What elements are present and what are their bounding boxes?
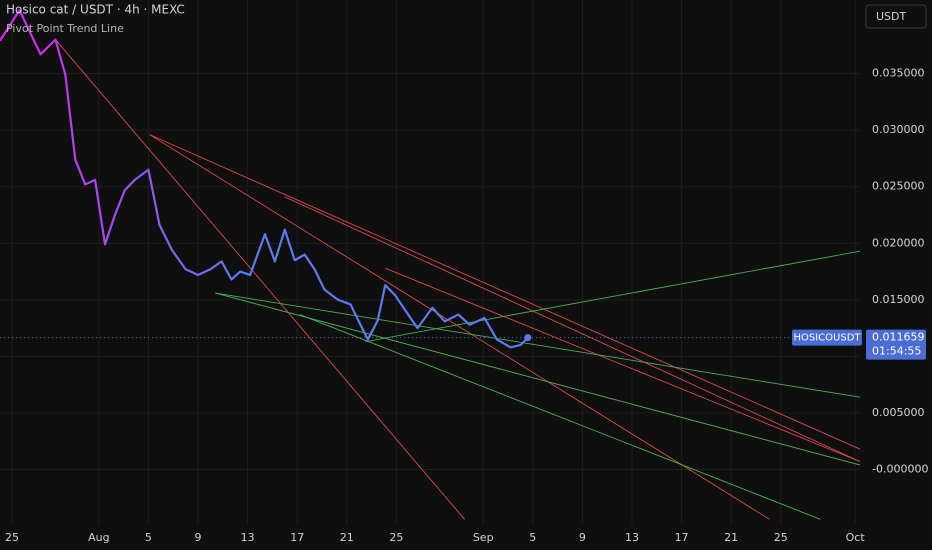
x-tick-label: 5 — [529, 531, 536, 544]
trend-line — [55, 39, 465, 520]
trend-line — [149, 134, 770, 520]
x-tick-label: 17 — [675, 531, 689, 544]
x-tick-label: 25 — [389, 531, 403, 544]
x-tick-label: 9 — [195, 531, 202, 544]
y-tick-label: 0.020000 — [872, 236, 925, 249]
x-tick-label: 21 — [340, 531, 354, 544]
x-tick-label: 17 — [290, 531, 304, 544]
x-tick-label: 13 — [625, 531, 639, 544]
trend-line — [299, 314, 821, 520]
x-tick-label: 9 — [579, 531, 586, 544]
chart-subtitle: Pivot Point Trend Line — [6, 22, 124, 35]
x-tick-label: 25 — [774, 531, 788, 544]
trend-line — [385, 267, 861, 463]
x-tick-label: Aug — [88, 531, 109, 544]
x-tick-label: Sep — [473, 531, 494, 544]
price-line-series — [0, 9, 529, 349]
x-tick-label: 5 — [145, 531, 152, 544]
currency-button[interactable] — [865, 4, 927, 29]
x-tick-label: Oct — [846, 531, 866, 544]
y-tick-label: 0.005000 — [872, 406, 925, 419]
symbol-label: HOSICOUSDT — [793, 333, 861, 344]
trend-line — [365, 250, 861, 343]
price-label-bg — [866, 329, 926, 360]
y-tick-label: 0.015000 — [872, 293, 925, 306]
trend-line — [215, 292, 861, 398]
y-tick-label: 0.025000 — [872, 180, 925, 193]
x-tick-label: 25 — [5, 531, 19, 544]
countdown: 01:54:55 — [872, 345, 921, 358]
y-tick-label: 0.035000 — [872, 67, 925, 80]
currency: USDT — [876, 10, 907, 23]
x-tick-label: 13 — [241, 531, 255, 544]
price-label: 0.011659 — [872, 331, 925, 344]
trend-line — [149, 134, 861, 450]
trend-line — [215, 292, 861, 466]
chart-title: Hosico cat / USDT · 4h · MEXC — [6, 3, 185, 17]
last-point — [524, 334, 532, 342]
trend-line — [284, 196, 861, 463]
x-tick-label: 21 — [724, 531, 738, 544]
y-tick-label: -0.000000 — [872, 463, 928, 476]
y-tick-label: 0.030000 — [872, 123, 925, 136]
symbol-label-bg — [792, 329, 862, 346]
